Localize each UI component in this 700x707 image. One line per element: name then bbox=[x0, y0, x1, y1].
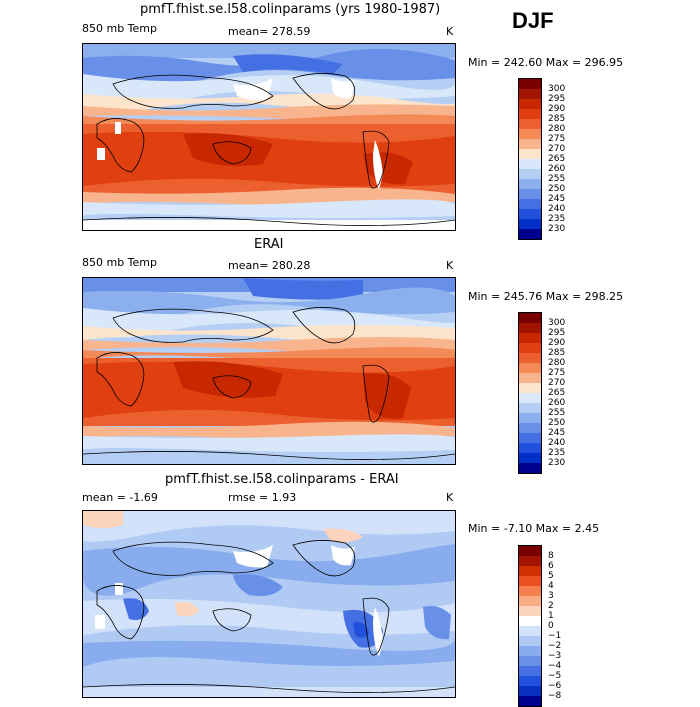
panel2-map bbox=[82, 277, 456, 465]
panel3-mean: mean = -1.69 bbox=[82, 491, 158, 504]
colorbar-tick-label: 240 bbox=[548, 204, 566, 214]
colorbar-tick-label: 230 bbox=[548, 458, 566, 468]
south-america-outline bbox=[362, 130, 390, 189]
colorbar-tick-label: 235 bbox=[548, 214, 566, 224]
season-label: DJF bbox=[512, 8, 554, 33]
colorbar-tick-label: 255 bbox=[548, 174, 566, 184]
colorbar-tick-label: −3 bbox=[548, 651, 562, 661]
north-america-outline bbox=[292, 73, 356, 110]
colorbar-tick-label: 235 bbox=[548, 448, 566, 458]
colorbar-tick-label: 260 bbox=[548, 164, 566, 174]
colorbar-tick-label: 250 bbox=[548, 418, 566, 428]
colorbar-tick-label: 285 bbox=[548, 114, 566, 124]
colorbar-tick-label: 0 bbox=[548, 621, 554, 631]
eurasia-outline bbox=[112, 74, 274, 109]
colorbar-tick-label: 6 bbox=[548, 561, 554, 571]
africa-outline bbox=[96, 118, 145, 173]
colorbar-tick-label: 245 bbox=[548, 194, 566, 204]
panel2-mean: mean= 280.28 bbox=[228, 259, 311, 272]
colorbar-tick-label: 245 bbox=[548, 428, 566, 438]
panel2-colorbar bbox=[518, 312, 542, 474]
colorbar-tick-label: 270 bbox=[548, 144, 566, 154]
panel1-title: pmfT.fhist.se.l58.colinparams (yrs 1980-… bbox=[140, 2, 441, 17]
colorbar-tick-label: 300 bbox=[548, 318, 566, 328]
panel3-colorbar bbox=[518, 545, 542, 707]
colorbar-tick-label: 250 bbox=[548, 184, 566, 194]
panel1-minmax: Min = 242.60 Max = 296.95 bbox=[468, 56, 624, 69]
colorbar-tick-label: 240 bbox=[548, 438, 566, 448]
colorbar-tick-label: 290 bbox=[548, 104, 566, 114]
colorbar-tick-label: 265 bbox=[548, 388, 566, 398]
colorbar-tick-label: 270 bbox=[548, 378, 566, 388]
colorbar-tick-label: 280 bbox=[548, 124, 566, 134]
colorbar-tick-label: 275 bbox=[548, 134, 566, 144]
colorbar-tick-label: 290 bbox=[548, 338, 566, 348]
colorbar-tick-label: 255 bbox=[548, 408, 566, 418]
panel3-map bbox=[82, 510, 456, 698]
panel2-map-svg bbox=[83, 278, 455, 464]
panel3-title: pmfT.fhist.se.l58.colinparams - ERAI bbox=[165, 472, 399, 487]
colorbar-tick-label: 260 bbox=[548, 398, 566, 408]
colorbar-tick-label: 300 bbox=[548, 84, 566, 94]
panel1-colorbar bbox=[518, 78, 542, 240]
colorbar-tick-label: 295 bbox=[548, 94, 566, 104]
colorbar-tick-label: −8 bbox=[548, 691, 562, 701]
colorbar-tick-label: 295 bbox=[548, 328, 566, 338]
colorbar-tick-label: −6 bbox=[548, 681, 562, 691]
colorbar-tick-label: 230 bbox=[548, 224, 566, 234]
colorbar-tick-label: 275 bbox=[548, 368, 566, 378]
australia-outline bbox=[212, 141, 252, 165]
colorbar-tick-label: 4 bbox=[548, 581, 554, 591]
panel2-title: ERAI bbox=[254, 237, 284, 252]
panel2-field-label: 850 mb Temp bbox=[82, 256, 158, 269]
colorbar-tick-label: 1 bbox=[548, 611, 554, 621]
colorbar-tick-label: −1 bbox=[548, 631, 562, 641]
panel3-rmse: rmse = 1.93 bbox=[228, 491, 297, 504]
panel1-field-label: 850 mb Temp bbox=[82, 22, 158, 35]
panel1-units: K bbox=[446, 25, 454, 38]
colorbar-tick-label: 3 bbox=[548, 591, 554, 601]
panel1-map bbox=[82, 43, 456, 231]
panel3-minmax: Min = -7.10 Max = 2.45 bbox=[468, 522, 600, 535]
antarctica-outline bbox=[83, 217, 455, 226]
colorbar-tick-label: 285 bbox=[548, 348, 566, 358]
colorbar-tick-label: −2 bbox=[548, 641, 562, 651]
colorbar-tick-label: 5 bbox=[548, 571, 554, 581]
panel3-units: K bbox=[446, 491, 454, 504]
colorbar-tick-label: −5 bbox=[548, 671, 562, 681]
panel1-map-svg bbox=[83, 44, 455, 230]
panel2-minmax: Min = 245.76 Max = 298.25 bbox=[468, 290, 624, 303]
colorbar-tick-label: 265 bbox=[548, 154, 566, 164]
colorbar-tick-label: 2 bbox=[548, 601, 554, 611]
panel2-units: K bbox=[446, 259, 454, 272]
colorbar-tick-label: 8 bbox=[548, 551, 554, 561]
colorbar-tick-label: 280 bbox=[548, 358, 566, 368]
panel3-map-svg bbox=[83, 511, 455, 697]
colorbar-tick-label: −4 bbox=[548, 661, 562, 671]
panel1-mean: mean= 278.59 bbox=[228, 25, 311, 38]
